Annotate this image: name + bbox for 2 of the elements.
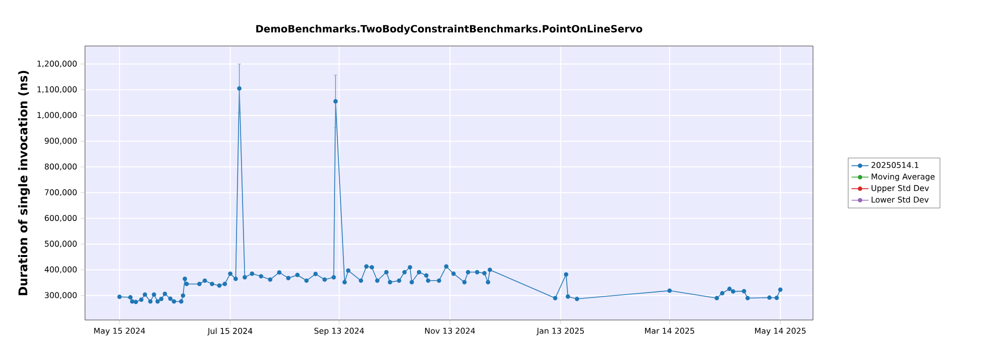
y-axis-title: Duration of single invocation (ns) <box>18 70 30 296</box>
chart-title: DemoBenchmarks.TwoBodyConstraintBenchmarks.PointOnLineServo <box>256 24 642 35</box>
